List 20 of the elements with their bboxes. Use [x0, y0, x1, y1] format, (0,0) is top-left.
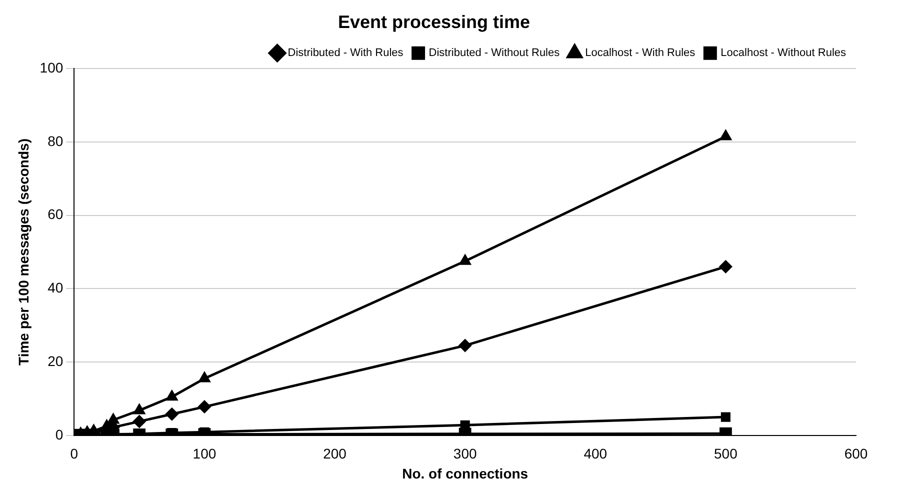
y-tick-label: 0	[55, 426, 64, 442]
x-tick-label: 600	[844, 446, 868, 462]
legend-label: Localhost - With Rules	[585, 47, 696, 60]
y-tick-label: 20	[48, 352, 64, 369]
y-tick-label: 100	[40, 59, 64, 76]
x-tick-label: 500	[714, 446, 738, 462]
legend-label: Distributed - Without Rules	[428, 47, 560, 60]
x-tick-label: 400	[584, 446, 608, 462]
y-tick-label: 40	[48, 280, 64, 296]
x-tick-label: 300	[453, 446, 477, 462]
legend-label: Distributed - With Rules	[288, 47, 404, 60]
legend-label: Localhost - Without Rules	[720, 47, 846, 60]
x-tick-label: 0	[70, 446, 78, 462]
chart-title: Event processing time	[338, 12, 530, 32]
y-axis-title: Time per 100 messages (seconds)	[15, 138, 32, 366]
y-tick-label: 60	[48, 206, 64, 222]
x-tick-label: 200	[323, 446, 347, 462]
x-tick-label: 100	[192, 446, 216, 462]
y-tick-label: 80	[48, 132, 64, 149]
x-axis-title: No. of connections	[402, 465, 528, 482]
